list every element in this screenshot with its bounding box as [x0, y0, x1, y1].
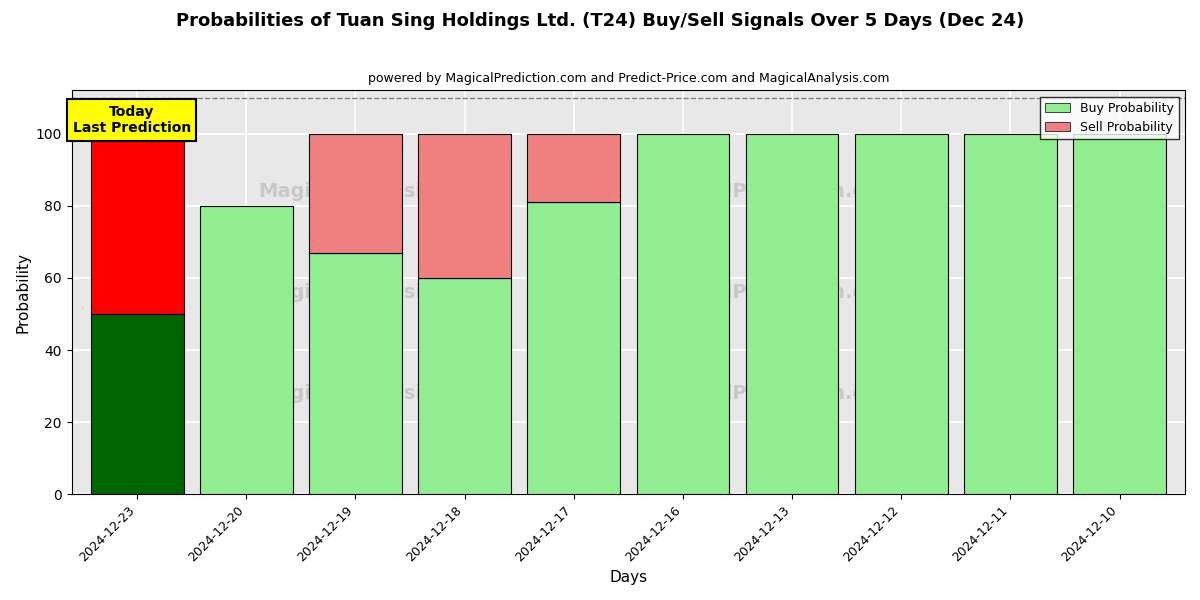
- Bar: [310, 134, 402, 253]
- Bar: [91, 314, 184, 494]
- Bar: [964, 134, 1057, 494]
- X-axis label: Days: Days: [610, 570, 647, 585]
- Bar: [854, 134, 948, 494]
- Text: MagicalPrediction.com: MagicalPrediction.com: [648, 283, 898, 302]
- Text: MagicalAnalysis.com: MagicalAnalysis.com: [258, 182, 486, 201]
- Text: Today
Last Prediction: Today Last Prediction: [72, 105, 191, 135]
- Bar: [419, 278, 511, 494]
- Y-axis label: Probability: Probability: [16, 252, 30, 333]
- Bar: [636, 134, 730, 494]
- Bar: [527, 134, 620, 202]
- Bar: [527, 202, 620, 494]
- Legend: Buy Probability, Sell Probability: Buy Probability, Sell Probability: [1040, 97, 1178, 139]
- Title: powered by MagicalPrediction.com and Predict-Price.com and MagicalAnalysis.com: powered by MagicalPrediction.com and Pre…: [367, 72, 889, 85]
- Bar: [1073, 134, 1166, 494]
- Bar: [310, 253, 402, 494]
- Text: MagicalAnalysis.com: MagicalAnalysis.com: [258, 384, 486, 403]
- Text: MagicalAnalysis.com: MagicalAnalysis.com: [258, 283, 486, 302]
- Text: MagicalPrediction.com: MagicalPrediction.com: [648, 384, 898, 403]
- Bar: [419, 134, 511, 278]
- Text: MagicalPrediction.com: MagicalPrediction.com: [648, 182, 898, 201]
- Bar: [200, 206, 293, 494]
- Bar: [91, 134, 184, 314]
- Bar: [745, 134, 839, 494]
- Text: Probabilities of Tuan Sing Holdings Ltd. (T24) Buy/Sell Signals Over 5 Days (Dec: Probabilities of Tuan Sing Holdings Ltd.…: [176, 12, 1024, 30]
